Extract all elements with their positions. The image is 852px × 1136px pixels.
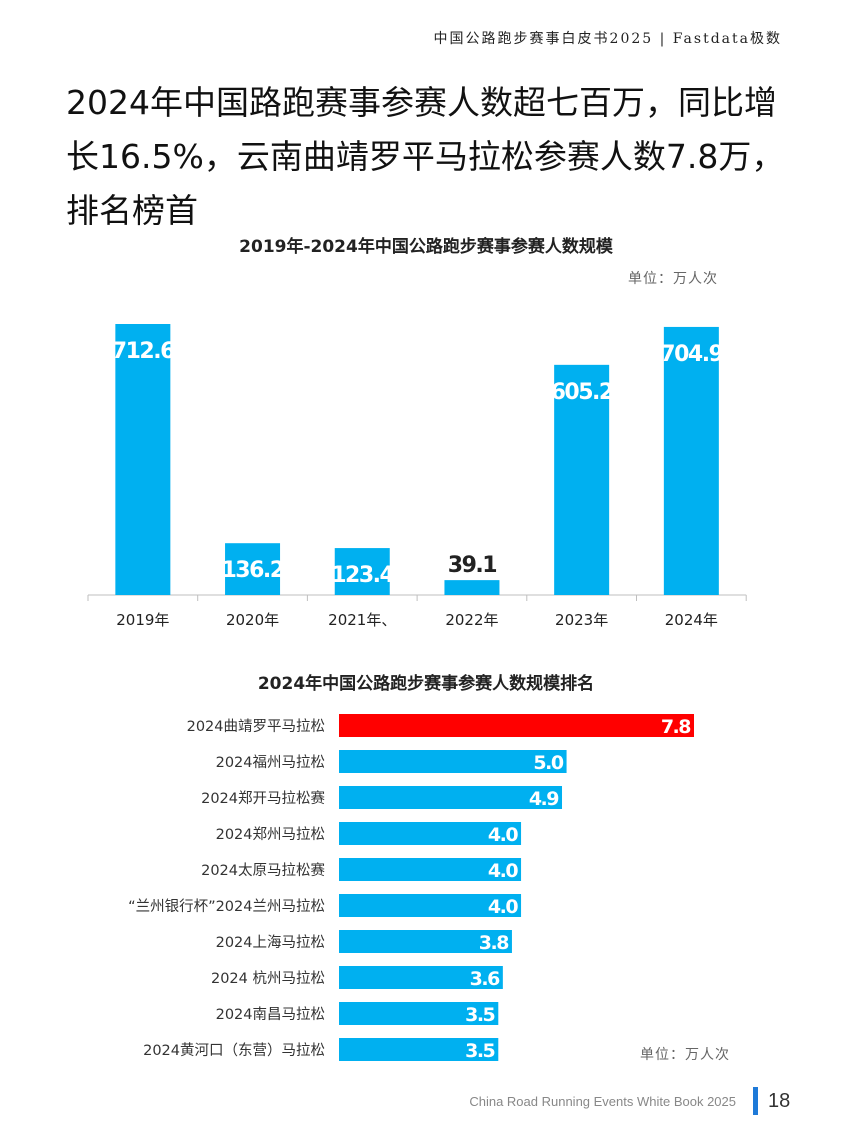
horizontal-chart-unit: 单位：万人次 <box>640 1047 730 1063</box>
x-tick-label: 2023年 <box>555 611 608 629</box>
bar <box>663 326 719 595</box>
bar <box>444 580 500 595</box>
bar <box>339 786 563 809</box>
bar <box>339 894 522 917</box>
page-number: 18 <box>768 1090 791 1112</box>
bar <box>339 1038 499 1061</box>
category-label: 2024曲靖罗平马拉松 <box>187 718 325 735</box>
category-label: 2024黄河口（东营）马拉松 <box>143 1042 325 1059</box>
x-tick-label: 2019年 <box>116 611 169 629</box>
category-label: 2024太原马拉松赛 <box>201 862 325 879</box>
bar-value-label: 3.5 <box>465 1004 494 1026</box>
bar <box>339 966 503 989</box>
category-label: 2024上海马拉松 <box>216 934 325 951</box>
vertical-chart-title: 2019年-2024年中国公路跑步赛事参赛人数规模 <box>239 237 613 257</box>
x-tick-label: 2020年 <box>226 611 279 629</box>
x-tick-label: 2022年 <box>445 611 498 629</box>
vertical-chart-unit: 单位：万人次 <box>628 271 718 287</box>
bar <box>334 548 390 595</box>
bar <box>115 324 171 595</box>
category-label: 2024郑州马拉松 <box>216 826 325 843</box>
bar-value-label: 605.2 <box>551 380 613 405</box>
vertical-bar-chart: 712.6 2019年 136.2 2020年 123.4 2021年、 39.1 2022年… <box>87 324 747 629</box>
category-label: 2024郑开马拉松赛 <box>201 790 325 807</box>
category-label: 2024 杭州马拉松 <box>211 970 325 987</box>
category-label: 2024福州马拉松 <box>216 754 325 771</box>
bar <box>339 750 567 773</box>
bar-value-label: 5.0 <box>533 752 563 774</box>
horizontal-chart-title: 2024年中国公路跑步赛事参赛人数规模排名 <box>257 674 595 694</box>
bar-value-label: 136.2 <box>222 558 284 583</box>
report-header: 中国公路跑步赛事白皮书2025 | Fastdata极数 <box>433 31 782 47</box>
bar <box>339 858 522 881</box>
bar-value-label: 4.0 <box>488 860 518 882</box>
bar <box>554 364 610 595</box>
bar-value-label: 4.0 <box>488 824 518 846</box>
bar-value-label: 123.4 <box>331 563 394 588</box>
bar-value-label: 39.1 <box>448 553 496 578</box>
headline: 2024年中国路跑赛事参赛人数超七百万，同比增长16.5%，云南曲靖罗平马拉松参… <box>66 83 785 230</box>
bar-value-label: 4.9 <box>529 788 558 810</box>
bar-value-label: 712.6 <box>112 339 175 364</box>
category-label: 2024南昌马拉松 <box>216 1006 325 1023</box>
bar <box>339 930 512 953</box>
bar <box>225 543 281 595</box>
bar <box>339 822 522 845</box>
footer-divider <box>753 1087 758 1115</box>
horizontal-bar-chart: 7.8 2024曲靖罗平马拉松 5.0 2024福州马拉松 4.9 2024郑开马拉松赛 4… <box>128 714 694 1062</box>
bar-value-label: 3.6 <box>470 968 500 990</box>
footer-text: China Road Running Events White Book 202… <box>469 1094 736 1109</box>
x-tick-label: 2024年 <box>665 611 718 629</box>
bar <box>339 1002 499 1025</box>
bar <box>339 714 694 737</box>
category-label: “兰州银行杯”2024兰州马拉松 <box>128 898 325 915</box>
bar-value-label: 704.9 <box>660 342 722 367</box>
bar-value-label: 7.8 <box>661 716 691 738</box>
bar-value-label: 3.8 <box>479 932 509 954</box>
bar-value-label: 4.0 <box>488 896 518 918</box>
x-tick-label: 2021年、 <box>328 611 396 629</box>
bar-value-label: 3.5 <box>465 1040 494 1062</box>
